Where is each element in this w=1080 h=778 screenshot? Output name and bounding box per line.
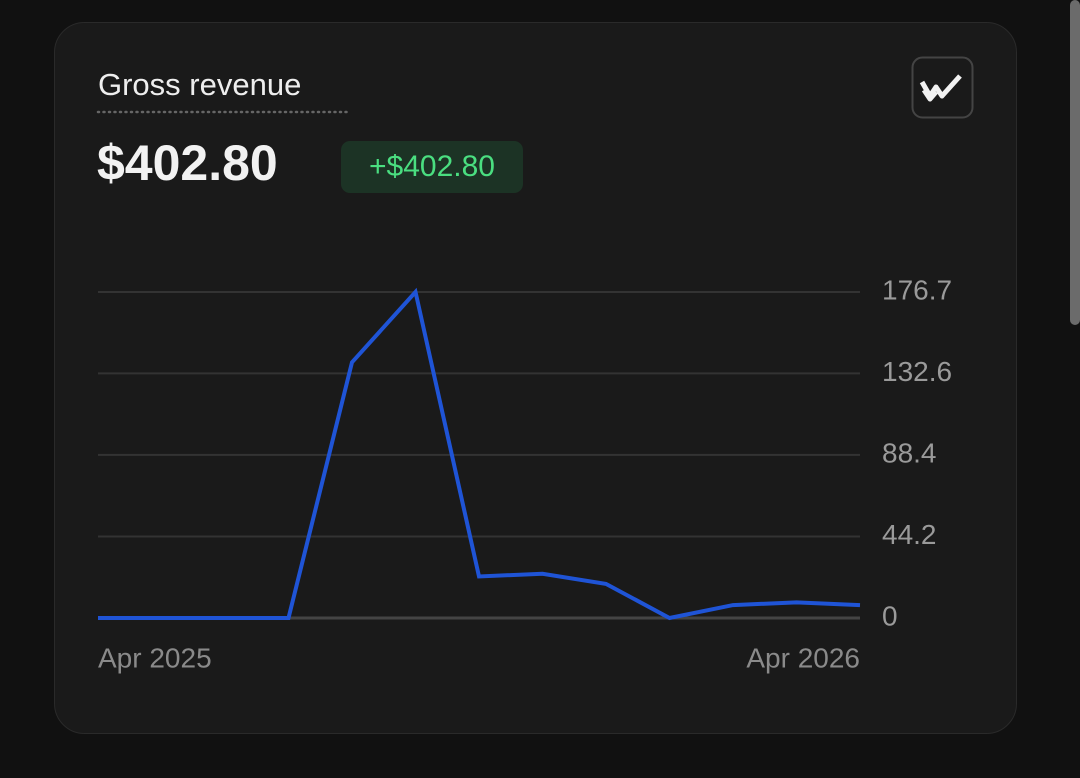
card — [54, 22, 1017, 734]
logo-icon — [919, 74, 962, 102]
card-title[interactable]: Gross revenue — [98, 67, 301, 102]
change-badge — [341, 141, 523, 193]
plot: 0 44.2 88.4 132.6 176.7 Apr 2025 Apr 2026 — [98, 274, 952, 673]
y-tick-label: 0 — [882, 600, 898, 631]
amount: $402.80 — [97, 135, 278, 191]
change-text: +$402.80 — [369, 150, 495, 183]
line-series — [98, 287, 861, 621]
y-tick-label: 176.7 — [882, 274, 952, 305]
scrollbar[interactable] — [1070, 0, 1080, 325]
y-tick-label: 132.6 — [882, 356, 952, 387]
icon-button[interactable] — [911, 56, 974, 119]
x-tick-label: Apr 2025 — [98, 642, 212, 673]
y-tick-label: 44.2 — [882, 519, 937, 550]
x-tick-label: Apr 2026 — [746, 642, 860, 673]
y-tick-label: 88.4 — [882, 437, 937, 468]
